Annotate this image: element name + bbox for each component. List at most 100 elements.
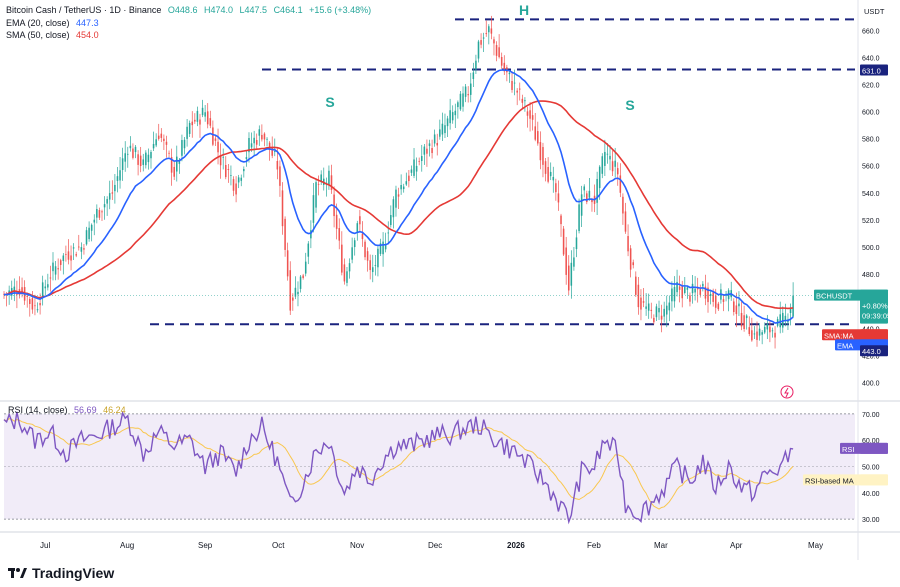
candle-body xyxy=(186,126,188,139)
candle-body xyxy=(500,57,503,66)
candle-body xyxy=(80,247,83,252)
month-tick-label: Dec xyxy=(428,541,442,550)
candle-body xyxy=(694,288,696,293)
candle-body xyxy=(214,138,217,141)
candle-body xyxy=(361,233,364,240)
candle-body xyxy=(676,281,678,293)
candle-body xyxy=(748,327,751,335)
candle-body xyxy=(534,126,537,140)
ema-20-line xyxy=(4,69,794,324)
candle-body xyxy=(418,160,420,162)
candle-body xyxy=(717,303,720,310)
candle-body xyxy=(735,305,738,315)
candle-body xyxy=(134,146,137,153)
candle-body xyxy=(315,182,317,208)
rsi-line xyxy=(3,410,794,525)
candle-body xyxy=(348,263,351,272)
candle-body xyxy=(294,287,297,297)
candle-body xyxy=(686,287,689,290)
candle-body xyxy=(52,262,54,272)
pattern-annotation: H xyxy=(519,2,529,18)
candle-body xyxy=(196,110,199,122)
candle-body xyxy=(529,110,531,119)
candle-body xyxy=(552,176,555,181)
candle-body xyxy=(410,169,413,173)
candle-body xyxy=(271,147,273,156)
candle-body xyxy=(8,290,10,295)
candle-body xyxy=(699,289,702,295)
candle-body xyxy=(570,262,573,286)
ohlc-close: C464.1 xyxy=(273,5,303,15)
candle-body xyxy=(446,118,449,127)
candle-body xyxy=(604,151,606,166)
candle-body xyxy=(426,148,428,154)
sma-legend[interactable]: SMA (50, close) 454.0 xyxy=(6,30,103,40)
candle-body xyxy=(39,303,41,306)
candle-body xyxy=(400,185,402,190)
candle-body xyxy=(137,154,139,165)
candle-body xyxy=(237,177,240,183)
candle-body xyxy=(611,161,614,172)
candle-body xyxy=(733,301,735,313)
sma-tag-badge-text: SMA:MA xyxy=(824,331,854,340)
rsi-legend-label: RSI (14, close) xyxy=(8,405,68,415)
candle-body xyxy=(108,193,111,200)
candle-body xyxy=(310,230,312,239)
candle-body xyxy=(49,277,52,279)
ema-legend[interactable]: EMA (20, close) 447.3 xyxy=(6,18,103,28)
candle-body xyxy=(415,165,418,172)
candle-body xyxy=(181,140,183,156)
candle-body xyxy=(619,175,622,193)
candle-body xyxy=(565,247,567,275)
candle-body xyxy=(397,194,400,197)
candle-body xyxy=(495,45,498,56)
candle-body xyxy=(498,47,500,58)
candle-body xyxy=(351,247,353,260)
candle-body xyxy=(640,297,642,310)
candle-body xyxy=(152,143,155,149)
candle-body xyxy=(653,317,655,323)
candle-body xyxy=(771,330,774,332)
candle-body xyxy=(575,237,578,250)
candle-body xyxy=(165,141,168,145)
candle-body xyxy=(160,133,163,138)
candle-body xyxy=(299,276,302,289)
candle-body xyxy=(482,37,485,39)
candle-body xyxy=(673,286,676,302)
ohlc-low: L447.5 xyxy=(239,5,268,15)
candle-body xyxy=(59,260,62,265)
candle-body xyxy=(738,303,740,307)
tradingview-logo[interactable]: TradingView xyxy=(8,565,114,581)
candle-body xyxy=(132,148,134,158)
candle-body xyxy=(199,119,201,125)
symbol-title: Bitcoin Cash / TetherUS · 1D · Binance xyxy=(6,5,162,15)
candle-body xyxy=(493,39,495,44)
candle-body xyxy=(382,241,384,255)
candle-body xyxy=(317,183,320,185)
candle-body xyxy=(663,308,665,317)
candle-body xyxy=(586,193,588,203)
candle-body xyxy=(106,199,108,204)
candle-body xyxy=(335,214,338,229)
candle-body xyxy=(219,155,222,166)
candle-body xyxy=(753,333,756,335)
candle-body xyxy=(114,184,116,192)
candle-body xyxy=(54,266,57,275)
candle-body xyxy=(111,192,114,194)
candle-body xyxy=(379,243,382,254)
candle-body xyxy=(338,228,341,241)
candle-body xyxy=(168,152,170,154)
last-price-badge-text: +0.80% xyxy=(862,302,888,311)
ohlc-high: H474.0 xyxy=(203,5,233,15)
month-tick-label: May xyxy=(808,541,823,550)
candle-body xyxy=(387,232,390,234)
candle-body xyxy=(583,186,586,191)
candle-body xyxy=(469,83,472,95)
rsi-legend[interactable]: RSI (14, close) 56.69 46.24 xyxy=(8,405,130,415)
candle-body xyxy=(266,138,268,140)
candle-body xyxy=(170,157,173,173)
month-tick-label: Feb xyxy=(587,541,601,550)
candle-body xyxy=(457,102,459,108)
